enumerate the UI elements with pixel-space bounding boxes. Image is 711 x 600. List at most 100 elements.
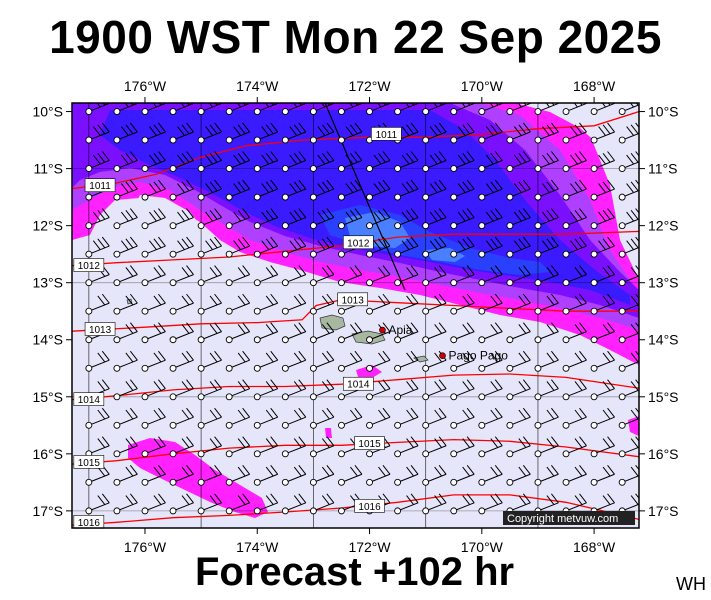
- wind-barb: [506, 407, 531, 429]
- wind-barb: [422, 151, 447, 173]
- wind-barb: [85, 407, 110, 429]
- wind-barb: [253, 265, 279, 287]
- svg-text:1015: 1015: [78, 458, 101, 469]
- wind-barb: [534, 293, 559, 315]
- wind-barb: [618, 208, 639, 230]
- wind-barb: [225, 379, 251, 401]
- isobar-label: 1014: [73, 392, 105, 406]
- wind-barb: [169, 265, 194, 287]
- initials-label: WH: [676, 574, 706, 594]
- wind-barb: [366, 379, 391, 401]
- lat-tick-label-right: 15°S: [648, 389, 679, 405]
- wind-barb: [225, 265, 251, 287]
- wind-barb: [281, 379, 307, 401]
- wind-barb: [618, 122, 639, 144]
- lon-tick-label-bottom: 174°W: [236, 539, 279, 555]
- wind-barb: [85, 151, 110, 173]
- wind-barb: [113, 493, 138, 515]
- wind-barb: [534, 350, 559, 372]
- wind-barb: [197, 379, 222, 401]
- wind-barb: [506, 379, 531, 401]
- wind-barb: [422, 208, 447, 230]
- isobar-label: 1013: [337, 292, 368, 306]
- wind-barb: [309, 236, 335, 258]
- wind-barb: [281, 436, 307, 458]
- wind-barb: [562, 322, 587, 344]
- wind-barb: [534, 208, 559, 230]
- wind-barb: [141, 122, 166, 144]
- wind-barb: [309, 179, 335, 201]
- wind-barb: [197, 493, 222, 515]
- isobar-line: [72, 299, 639, 332]
- wind-barb: [422, 322, 447, 344]
- wind-barb: [394, 493, 419, 515]
- wind-barb: [534, 464, 559, 486]
- lat-tick-label-left: 16°S: [32, 446, 63, 462]
- wind-barb: [225, 122, 251, 144]
- lat-tick-label-right: 14°S: [648, 332, 679, 348]
- place-label: Pago Pago: [449, 349, 509, 363]
- wind-barb: [85, 122, 110, 144]
- wind-barb: [394, 208, 419, 230]
- wind-barb: [253, 493, 279, 515]
- wind-barb: [618, 464, 639, 486]
- wind-barb: [169, 322, 194, 344]
- lat-tick-label-left: 13°S: [32, 275, 63, 291]
- wind-barb: [590, 379, 615, 401]
- lon-tick-label-bottom: 176°W: [124, 539, 167, 555]
- wind-barb: [618, 379, 639, 401]
- wind-barb: [113, 293, 138, 315]
- wind-barb: [562, 464, 587, 486]
- isobar-line: [72, 373, 639, 401]
- wind-barb: [450, 265, 475, 287]
- wind-barb: [618, 236, 639, 258]
- lat-tick-label-left: 15°S: [32, 389, 63, 405]
- wind-barb: [281, 151, 307, 173]
- wind-barb: [562, 379, 587, 401]
- isobar-label: 1015: [73, 455, 105, 469]
- wind-barb: [141, 436, 166, 458]
- wind-barb: [450, 407, 475, 429]
- wind-barb: [169, 436, 194, 458]
- wind-barb: [450, 293, 475, 315]
- wind-barb: [422, 179, 447, 201]
- front-line: [324, 103, 406, 291]
- wind-barb: [366, 350, 391, 372]
- wind-barb: [366, 103, 391, 116]
- wind-barb: [141, 151, 166, 173]
- wind-barb: [225, 350, 251, 372]
- wind-barb: [478, 236, 503, 258]
- isobar-label: 1011: [371, 127, 402, 141]
- wind-barb: [562, 236, 587, 258]
- lon-tick-label-top: 168°W: [573, 78, 616, 94]
- wind-barb: [225, 179, 251, 201]
- lat-tick-label-right: 16°S: [648, 446, 679, 462]
- wind-barb: [141, 322, 166, 344]
- isobar-line: [72, 230, 639, 267]
- wind-barb: [309, 493, 335, 515]
- wind-barb: [253, 293, 279, 315]
- wind-barb: [309, 151, 335, 173]
- svg-text:1011: 1011: [376, 130, 398, 141]
- wind-zone-magenta-dot: [325, 428, 332, 438]
- svg-text:1012: 1012: [78, 261, 101, 272]
- wind-barb: [590, 208, 615, 230]
- lon-tick-label-top: 172°W: [348, 78, 391, 94]
- wind-barb: [562, 293, 587, 315]
- wind-barb: [618, 179, 639, 201]
- wind-barb: [506, 179, 531, 201]
- wind-barb: [562, 179, 587, 201]
- wind-barb: [506, 293, 531, 315]
- wind-barb: [534, 493, 559, 515]
- svg-text:1014: 1014: [347, 380, 370, 391]
- wind-barb: [281, 493, 307, 515]
- lon-tick-label-bottom: 172°W: [348, 539, 391, 555]
- wind-barb: [534, 322, 559, 344]
- wind-barb: [562, 208, 587, 230]
- wind-barb: [478, 436, 503, 458]
- wind-barb: [225, 293, 251, 315]
- wind-barb: [450, 322, 475, 344]
- wind-barb: [338, 407, 363, 429]
- wind-barb: [394, 265, 419, 287]
